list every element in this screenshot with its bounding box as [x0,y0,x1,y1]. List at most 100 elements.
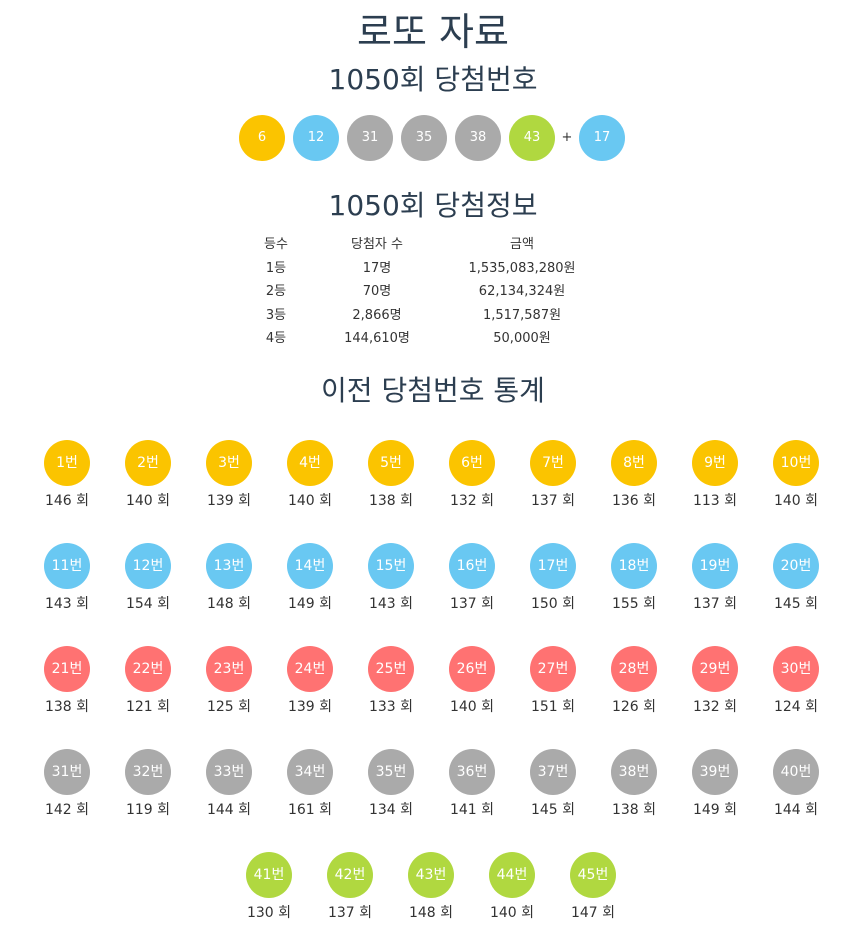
stat-number-ball: 24번 [287,646,333,692]
bonus-ball: 17 [579,115,625,161]
page-title: 로또 자료 [357,10,509,54]
stat-count-label: 124 회 [773,699,819,715]
stat-count-label: 145 회 [530,802,576,818]
stat-number-ball: 1번 [44,440,90,486]
stat-number-ball: 16번 [449,543,495,589]
winners-cell: 144,610명 [344,331,410,347]
stat-count-label: 140 회 [449,699,495,715]
stat-count-label: 149 회 [692,802,738,818]
draw-title: 1050회 당첨번호 [328,63,538,96]
stat-count-label: 137 회 [530,493,576,509]
stat-number-ball: 44번 [489,852,535,898]
header-amount: 금액 [510,237,534,253]
stat-number-ball: 35번 [368,749,414,795]
stat-number-ball: 3번 [206,440,252,486]
stat-count-label: 137 회 [449,596,495,612]
stat-count-label: 140 회 [489,905,535,921]
stat-number-ball: 4번 [287,440,333,486]
stat-count-label: 155 회 [611,596,657,612]
table-row: 3등 2,866명 1,517,587원 [240,302,602,326]
stat-count-label: 141 회 [449,802,495,818]
stat-count-label: 140 회 [125,493,171,509]
winning-ball: 31 [347,115,393,161]
amount-cell: 62,134,324원 [478,284,566,300]
stat-count-label: 125 회 [206,699,252,715]
stat-count-label: 113 회 [692,493,738,509]
stat-number-ball: 12번 [125,543,171,589]
stat-count-label: 140 회 [773,493,819,509]
stat-count-label: 154 회 [125,596,171,612]
stat-count-label: 143 회 [44,596,90,612]
winners-cell: 17명 [362,260,392,276]
stat-count-label: 146 회 [44,493,90,509]
stat-number-ball: 37번 [530,749,576,795]
stat-count-label: 144 회 [206,802,252,818]
table-row: 1등 17명 1,535,083,280원 [240,255,602,279]
stat-count-label: 138 회 [368,493,414,509]
stat-count-label: 139 회 [287,699,333,715]
stat-number-ball: 34번 [287,749,333,795]
stat-count-label: 142 회 [44,802,90,818]
stat-count-label: 134 회 [368,802,414,818]
amount-cell: 50,000원 [493,331,551,347]
stat-number-ball: 20번 [773,543,819,589]
stat-number-ball: 2번 [125,440,171,486]
stat-count-label: 126 회 [611,699,657,715]
stat-number-ball: 10번 [773,440,819,486]
winning-ball: 38 [455,115,501,161]
stat-number-ball: 33번 [206,749,252,795]
stat-number-ball: 40번 [773,749,819,795]
stat-number-ball: 43번 [408,852,454,898]
stat-count-label: 137 회 [327,905,373,921]
stat-count-label: 150 회 [530,596,576,612]
stat-number-ball: 14번 [287,543,333,589]
stat-count-label: 148 회 [206,596,252,612]
stat-count-label: 147 회 [570,905,616,921]
stat-number-ball: 8번 [611,440,657,486]
prize-table-header-row: 등수 당첨자 수 금액 [240,231,602,255]
stat-count-label: 138 회 [611,802,657,818]
stat-number-ball: 29번 [692,646,738,692]
stat-count-label: 144 회 [773,802,819,818]
prize-table: 등수 당첨자 수 금액 1등 17명 1,535,083,280원 2등 70명… [240,231,602,349]
stat-number-ball: 36번 [449,749,495,795]
stat-count-label: 132 회 [692,699,738,715]
stat-number-ball: 30번 [773,646,819,692]
stat-count-label: 130 회 [246,905,292,921]
stat-number-ball: 9번 [692,440,738,486]
rank-cell: 4등 [265,331,287,347]
stat-number-ball: 13번 [206,543,252,589]
stat-count-label: 137 회 [692,596,738,612]
stat-number-ball: 41번 [246,852,292,898]
stats-title: 이전 당첨번호 통계 [321,374,545,407]
table-row: 2등 70명 62,134,324원 [240,278,602,302]
winning-ball: 6 [239,115,285,161]
stat-count-label: 119 회 [125,802,171,818]
stat-count-label: 132 회 [449,493,495,509]
stat-number-ball: 6번 [449,440,495,486]
stat-number-ball: 25번 [368,646,414,692]
stat-count-label: 121 회 [125,699,171,715]
amount-cell: 1,535,083,280원 [468,260,576,276]
stat-number-ball: 28번 [611,646,657,692]
winning-ball: 35 [401,115,447,161]
stat-count-label: 151 회 [530,699,576,715]
stat-number-ball: 19번 [692,543,738,589]
stat-count-label: 148 회 [408,905,454,921]
info-title: 1050회 당첨정보 [328,189,538,222]
stat-number-ball: 17번 [530,543,576,589]
stat-number-ball: 26번 [449,646,495,692]
stat-number-ball: 32번 [125,749,171,795]
stat-number-ball: 38번 [611,749,657,795]
winners-cell: 70명 [362,284,392,300]
stat-number-ball: 23번 [206,646,252,692]
header-rank: 등수 [264,237,288,253]
stat-number-ball: 15번 [368,543,414,589]
stat-number-ball: 39번 [692,749,738,795]
stat-count-label: 149 회 [287,596,333,612]
stat-number-ball: 7번 [530,440,576,486]
rank-cell: 2등 [265,284,287,300]
winning-ball: 12 [293,115,339,161]
winning-ball: 43 [509,115,555,161]
stat-count-label: 143 회 [368,596,414,612]
